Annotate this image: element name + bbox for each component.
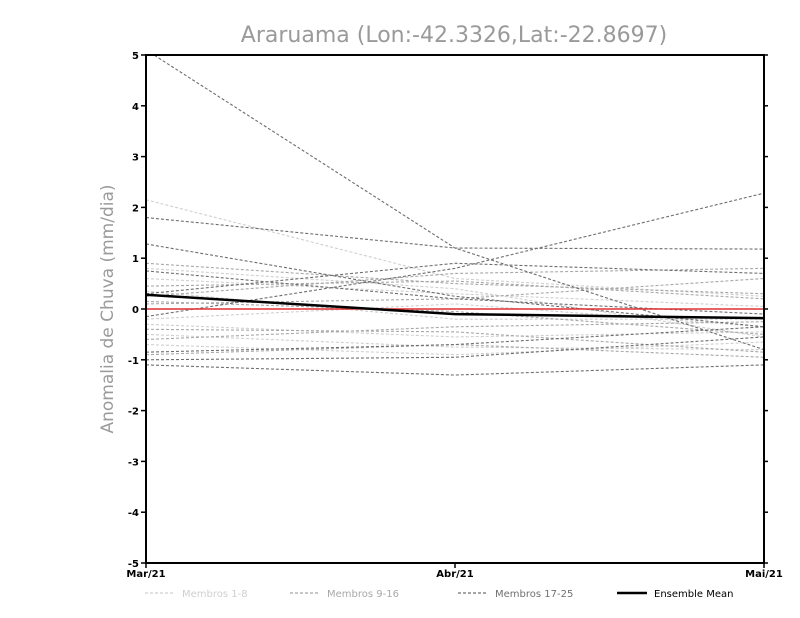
y-tick-label: -4 [128,508,139,519]
member-line [146,270,764,315]
member-line [146,262,764,295]
y-tick-label: 4 [132,102,139,113]
member-line [146,267,764,297]
y-tick-label: -2 [128,407,139,418]
y-tick-label: 5 [132,51,139,62]
member-line [146,323,764,338]
member-line [146,300,764,335]
member-line [146,262,764,295]
y-axis-label: Anomalia de Chuva (mm/dia) [98,184,118,433]
ensemble-mean-line [146,293,764,320]
y-tick-label: 2 [132,203,139,214]
member-line [146,321,764,341]
member-line [146,364,764,376]
member-line [146,341,764,356]
member-line [146,280,764,300]
member-line [146,192,764,318]
legend-label: Membros 17-25 [495,589,573,600]
chart-title: Araruama (Lon:-42.3326,Lat:-22.8697) [241,23,667,48]
member-line [146,344,764,358]
plot-area [145,54,765,564]
series-lines [146,55,764,376]
y-tick-label: -5 [128,559,139,570]
x-tick-label: Abr/21 [436,569,473,580]
y-tick-label: 0 [132,305,139,316]
y-tick-label: -1 [128,356,139,367]
legend-label: Membros 1-8 [182,589,248,600]
y-tick-label: 3 [132,153,139,164]
member-line [146,277,764,305]
x-tick-label: Mai/21 [745,569,783,580]
member-line [146,336,764,361]
legend: Membros 1-8 Membros 9-16 Membros 17-25 Ense… [145,589,733,600]
y-tick-label: -3 [128,457,139,468]
member-line [146,217,764,250]
member-line [146,326,764,353]
member-line [146,303,764,328]
member-line [146,333,764,351]
x-tick-label: Mar/21 [126,569,165,580]
legend-label: Ensemble Mean [654,589,733,600]
member-line [146,277,764,308]
member-line [146,328,764,353]
y-tick-label: 1 [132,254,139,265]
legend-label: Membros 9-16 [327,589,399,600]
